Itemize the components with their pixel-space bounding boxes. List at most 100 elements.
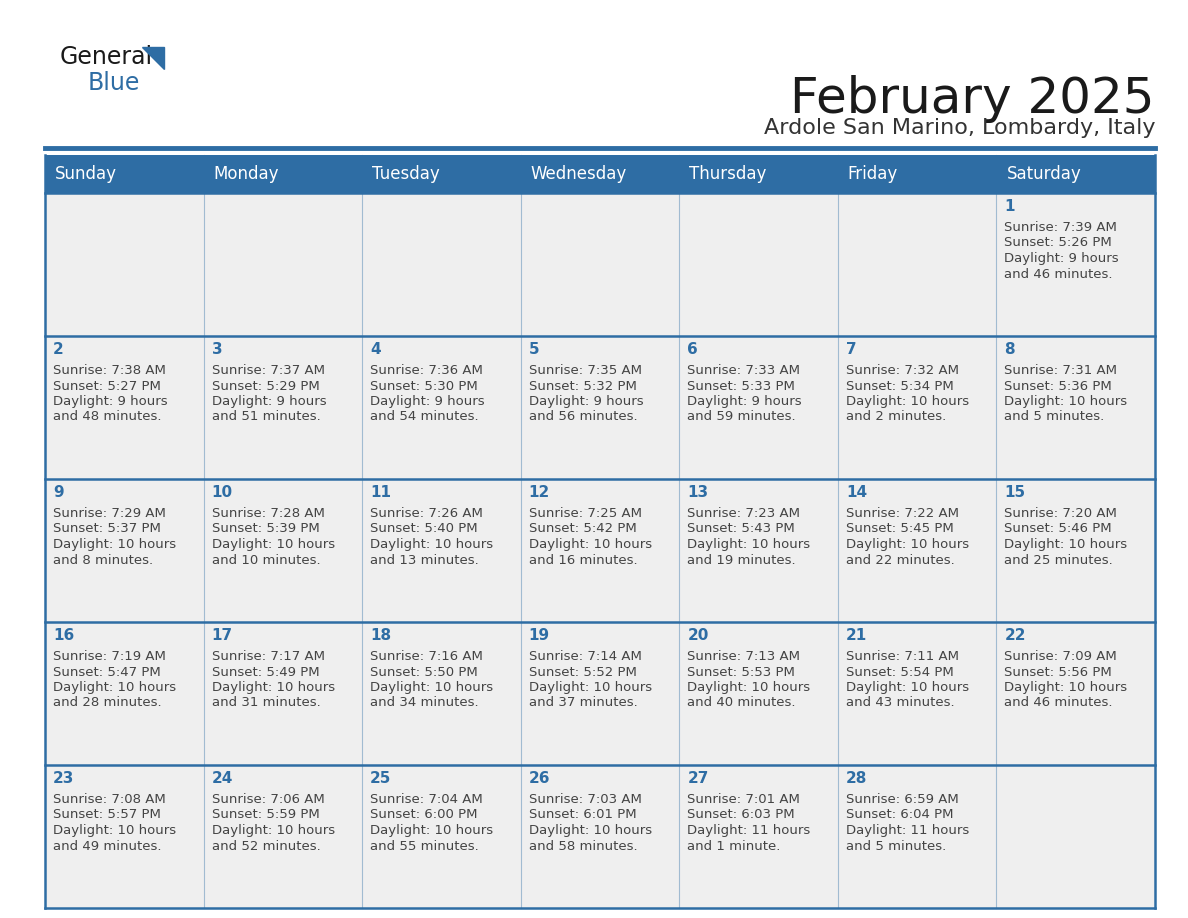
Text: Sunset: 5:42 PM: Sunset: 5:42 PM bbox=[529, 522, 637, 535]
Text: Daylight: 10 hours: Daylight: 10 hours bbox=[211, 681, 335, 694]
Text: 21: 21 bbox=[846, 628, 867, 643]
Text: Daylight: 10 hours: Daylight: 10 hours bbox=[53, 824, 176, 837]
Text: Sunrise: 7:09 AM: Sunrise: 7:09 AM bbox=[1004, 650, 1117, 663]
Text: Sunrise: 7:23 AM: Sunrise: 7:23 AM bbox=[688, 507, 801, 520]
Text: Monday: Monday bbox=[214, 165, 279, 183]
Text: Wednesday: Wednesday bbox=[531, 165, 627, 183]
Text: Sunset: 5:27 PM: Sunset: 5:27 PM bbox=[53, 379, 160, 393]
Bar bbox=[45, 765, 1155, 908]
Text: and 37 minutes.: and 37 minutes. bbox=[529, 697, 638, 710]
Text: Sunset: 5:57 PM: Sunset: 5:57 PM bbox=[53, 809, 160, 822]
Text: Sunset: 5:43 PM: Sunset: 5:43 PM bbox=[688, 522, 795, 535]
Text: Sunset: 6:03 PM: Sunset: 6:03 PM bbox=[688, 809, 795, 822]
Text: Daylight: 10 hours: Daylight: 10 hours bbox=[846, 681, 969, 694]
Text: Sunset: 6:04 PM: Sunset: 6:04 PM bbox=[846, 809, 953, 822]
Text: Sunrise: 7:20 AM: Sunrise: 7:20 AM bbox=[1004, 507, 1117, 520]
Text: Saturday: Saturday bbox=[1006, 165, 1081, 183]
Text: 5: 5 bbox=[529, 342, 539, 357]
Text: Sunset: 5:45 PM: Sunset: 5:45 PM bbox=[846, 522, 954, 535]
Text: Daylight: 11 hours: Daylight: 11 hours bbox=[846, 824, 969, 837]
Text: Daylight: 10 hours: Daylight: 10 hours bbox=[688, 538, 810, 551]
Text: Daylight: 10 hours: Daylight: 10 hours bbox=[1004, 681, 1127, 694]
Text: 28: 28 bbox=[846, 771, 867, 786]
Text: Sunset: 5:39 PM: Sunset: 5:39 PM bbox=[211, 522, 320, 535]
Text: and 55 minutes.: and 55 minutes. bbox=[371, 839, 479, 853]
Text: Sunrise: 7:19 AM: Sunrise: 7:19 AM bbox=[53, 650, 166, 663]
Text: 25: 25 bbox=[371, 771, 392, 786]
Bar bbox=[45, 155, 1155, 193]
Text: Daylight: 10 hours: Daylight: 10 hours bbox=[529, 824, 652, 837]
Text: 24: 24 bbox=[211, 771, 233, 786]
Text: 15: 15 bbox=[1004, 485, 1025, 500]
Text: 16: 16 bbox=[53, 628, 74, 643]
Text: Sunset: 6:01 PM: Sunset: 6:01 PM bbox=[529, 809, 637, 822]
Text: Daylight: 11 hours: Daylight: 11 hours bbox=[688, 824, 810, 837]
Text: Sunset: 5:59 PM: Sunset: 5:59 PM bbox=[211, 809, 320, 822]
Text: Sunrise: 7:29 AM: Sunrise: 7:29 AM bbox=[53, 507, 166, 520]
Text: Sunrise: 7:28 AM: Sunrise: 7:28 AM bbox=[211, 507, 324, 520]
Text: Daylight: 10 hours: Daylight: 10 hours bbox=[529, 538, 652, 551]
Text: General: General bbox=[61, 45, 153, 69]
Text: Blue: Blue bbox=[88, 71, 140, 95]
Text: Sunrise: 7:22 AM: Sunrise: 7:22 AM bbox=[846, 507, 959, 520]
Text: and 52 minutes.: and 52 minutes. bbox=[211, 839, 321, 853]
Text: Daylight: 10 hours: Daylight: 10 hours bbox=[211, 824, 335, 837]
Text: and 46 minutes.: and 46 minutes. bbox=[1004, 697, 1113, 710]
Text: Sunrise: 7:01 AM: Sunrise: 7:01 AM bbox=[688, 793, 801, 806]
Bar bbox=[45, 336, 1155, 479]
Text: Sunrise: 7:13 AM: Sunrise: 7:13 AM bbox=[688, 650, 801, 663]
Text: and 2 minutes.: and 2 minutes. bbox=[846, 410, 946, 423]
Text: Sunset: 6:00 PM: Sunset: 6:00 PM bbox=[371, 809, 478, 822]
Text: Sunrise: 7:36 AM: Sunrise: 7:36 AM bbox=[371, 364, 484, 377]
Text: and 8 minutes.: and 8 minutes. bbox=[53, 554, 153, 566]
Text: and 31 minutes.: and 31 minutes. bbox=[211, 697, 321, 710]
Text: Daylight: 10 hours: Daylight: 10 hours bbox=[371, 824, 493, 837]
Text: 26: 26 bbox=[529, 771, 550, 786]
Text: Sunset: 5:37 PM: Sunset: 5:37 PM bbox=[53, 522, 160, 535]
Text: Sunset: 5:50 PM: Sunset: 5:50 PM bbox=[371, 666, 478, 678]
Text: and 54 minutes.: and 54 minutes. bbox=[371, 410, 479, 423]
Text: and 40 minutes.: and 40 minutes. bbox=[688, 697, 796, 710]
Text: Sunday: Sunday bbox=[55, 165, 116, 183]
Text: and 43 minutes.: and 43 minutes. bbox=[846, 697, 954, 710]
Text: Sunrise: 7:04 AM: Sunrise: 7:04 AM bbox=[371, 793, 482, 806]
Text: Sunset: 5:32 PM: Sunset: 5:32 PM bbox=[529, 379, 637, 393]
Text: 4: 4 bbox=[371, 342, 381, 357]
Text: Daylight: 9 hours: Daylight: 9 hours bbox=[371, 395, 485, 408]
Text: Sunrise: 7:37 AM: Sunrise: 7:37 AM bbox=[211, 364, 324, 377]
Text: 6: 6 bbox=[688, 342, 699, 357]
Text: Daylight: 9 hours: Daylight: 9 hours bbox=[688, 395, 802, 408]
Text: 12: 12 bbox=[529, 485, 550, 500]
Text: February 2025: February 2025 bbox=[790, 75, 1155, 123]
Text: 11: 11 bbox=[371, 485, 391, 500]
Bar bbox=[45, 622, 1155, 765]
Text: Sunrise: 7:39 AM: Sunrise: 7:39 AM bbox=[1004, 221, 1117, 234]
Text: Sunset: 5:26 PM: Sunset: 5:26 PM bbox=[1004, 237, 1112, 250]
Text: Sunrise: 7:17 AM: Sunrise: 7:17 AM bbox=[211, 650, 324, 663]
Text: Sunrise: 7:25 AM: Sunrise: 7:25 AM bbox=[529, 507, 642, 520]
Text: Daylight: 10 hours: Daylight: 10 hours bbox=[846, 395, 969, 408]
Text: Daylight: 10 hours: Daylight: 10 hours bbox=[1004, 538, 1127, 551]
Text: 9: 9 bbox=[53, 485, 64, 500]
Text: Daylight: 10 hours: Daylight: 10 hours bbox=[53, 681, 176, 694]
Text: Daylight: 9 hours: Daylight: 9 hours bbox=[1004, 252, 1119, 265]
Text: Thursday: Thursday bbox=[689, 165, 766, 183]
Text: and 58 minutes.: and 58 minutes. bbox=[529, 839, 637, 853]
Text: Sunrise: 7:14 AM: Sunrise: 7:14 AM bbox=[529, 650, 642, 663]
Text: Sunrise: 6:59 AM: Sunrise: 6:59 AM bbox=[846, 793, 959, 806]
Text: Sunrise: 7:33 AM: Sunrise: 7:33 AM bbox=[688, 364, 801, 377]
Text: and 48 minutes.: and 48 minutes. bbox=[53, 410, 162, 423]
Text: and 5 minutes.: and 5 minutes. bbox=[846, 839, 946, 853]
Text: 18: 18 bbox=[371, 628, 391, 643]
Text: Daylight: 10 hours: Daylight: 10 hours bbox=[846, 538, 969, 551]
Text: Daylight: 10 hours: Daylight: 10 hours bbox=[53, 538, 176, 551]
Text: Sunset: 5:54 PM: Sunset: 5:54 PM bbox=[846, 666, 954, 678]
Text: Ardole San Marino, Lombardy, Italy: Ardole San Marino, Lombardy, Italy bbox=[764, 118, 1155, 138]
Text: and 51 minutes.: and 51 minutes. bbox=[211, 410, 321, 423]
Text: Sunset: 5:56 PM: Sunset: 5:56 PM bbox=[1004, 666, 1112, 678]
Text: Sunset: 5:49 PM: Sunset: 5:49 PM bbox=[211, 666, 320, 678]
Text: Daylight: 9 hours: Daylight: 9 hours bbox=[53, 395, 168, 408]
Text: 20: 20 bbox=[688, 628, 709, 643]
Text: Daylight: 10 hours: Daylight: 10 hours bbox=[688, 681, 810, 694]
Text: 10: 10 bbox=[211, 485, 233, 500]
